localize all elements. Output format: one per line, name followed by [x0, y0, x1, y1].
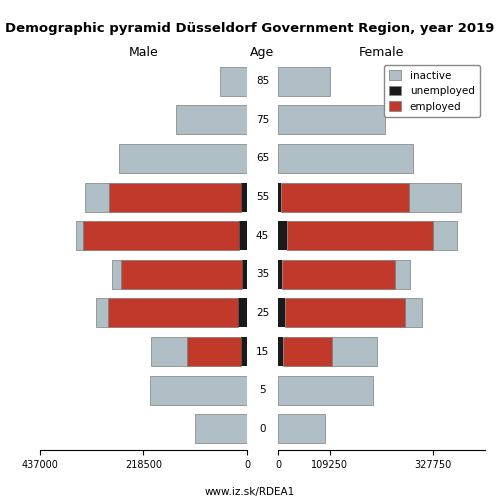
Bar	[332, 337, 378, 366]
Bar	[150, 376, 247, 404]
Legend: inactive, unemployed, employed: inactive, unemployed, employed	[384, 65, 480, 116]
Bar	[108, 298, 238, 328]
Title: Female: Female	[359, 46, 404, 59]
Bar	[278, 376, 372, 404]
Text: 55: 55	[256, 192, 269, 202]
Bar	[278, 221, 286, 250]
Text: 45: 45	[256, 230, 269, 240]
Bar	[283, 337, 333, 366]
Bar	[278, 337, 283, 366]
Text: 75: 75	[256, 115, 269, 125]
Bar	[119, 144, 247, 173]
Bar	[286, 221, 434, 250]
Text: 0: 0	[259, 424, 266, 434]
Bar	[83, 221, 239, 250]
Bar	[85, 182, 108, 212]
Bar	[396, 260, 409, 289]
Bar	[278, 298, 284, 328]
Bar	[278, 182, 281, 212]
Text: Demographic pyramid Düsseldorf Government Region, year 2019: Demographic pyramid Düsseldorf Governmen…	[6, 22, 494, 35]
Text: 35: 35	[256, 270, 269, 280]
Bar	[242, 337, 247, 366]
Bar	[187, 337, 242, 366]
Bar	[278, 67, 330, 96]
Bar	[96, 298, 108, 328]
Bar	[278, 260, 282, 289]
Bar	[278, 144, 413, 173]
Bar	[108, 182, 242, 212]
Bar	[240, 221, 247, 250]
Bar	[76, 221, 83, 250]
Bar	[282, 260, 396, 289]
Bar	[281, 182, 408, 212]
Title: Male: Male	[128, 46, 158, 59]
Title: Age: Age	[250, 46, 274, 59]
Bar	[278, 106, 384, 134]
Bar	[122, 260, 242, 289]
Bar	[434, 221, 457, 250]
Text: 85: 85	[256, 76, 269, 86]
Bar	[278, 414, 326, 443]
Bar	[408, 182, 461, 212]
Bar	[284, 298, 406, 328]
Bar	[242, 260, 247, 289]
Bar	[242, 182, 247, 212]
Bar	[112, 260, 122, 289]
Bar	[176, 106, 247, 134]
Text: 65: 65	[256, 154, 269, 164]
Bar	[406, 298, 422, 328]
Bar	[195, 414, 247, 443]
Bar	[238, 298, 247, 328]
Text: 5: 5	[259, 385, 266, 395]
Bar	[152, 337, 187, 366]
Text: 25: 25	[256, 308, 269, 318]
Text: www.iz.sk/RDEA1: www.iz.sk/RDEA1	[205, 487, 295, 497]
Bar	[220, 67, 247, 96]
Text: 15: 15	[256, 346, 269, 356]
